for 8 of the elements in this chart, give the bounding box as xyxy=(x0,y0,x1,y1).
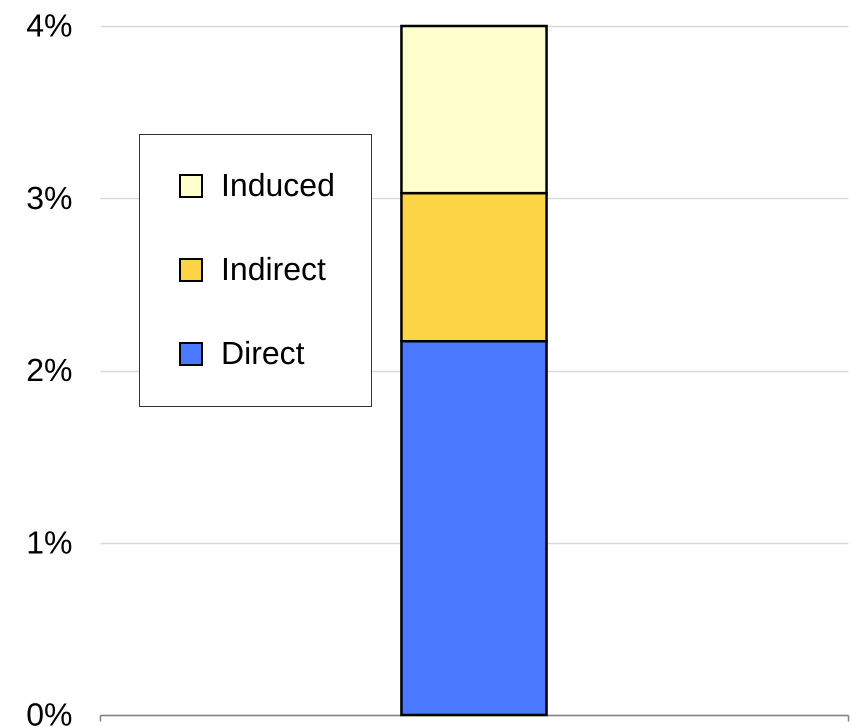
legend-label: Induced xyxy=(221,167,335,203)
y-tick-label: 3% xyxy=(26,180,72,216)
legend-label: Direct xyxy=(221,335,305,371)
legend-label: Indirect xyxy=(221,251,326,287)
y-tick-label: 1% xyxy=(26,524,72,560)
y-tick-label: 4% xyxy=(26,8,72,44)
y-tick-label: 0% xyxy=(26,696,72,727)
y-tick-label: 2% xyxy=(26,352,72,388)
